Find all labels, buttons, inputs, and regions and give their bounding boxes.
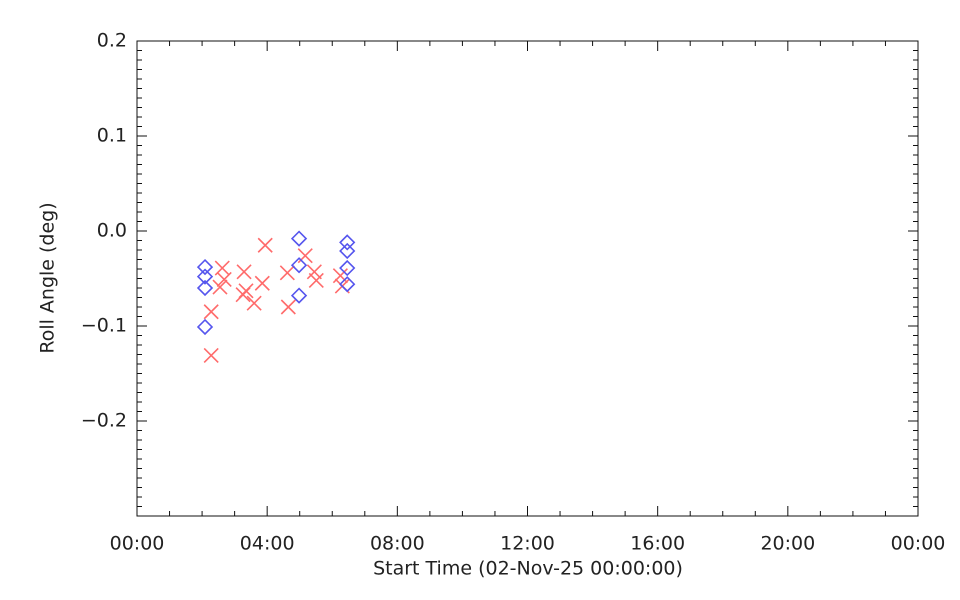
point bbox=[196, 258, 214, 276]
point bbox=[216, 271, 232, 288]
y-axis-label: Roll Angle (deg) bbox=[37, 202, 59, 353]
y-tick-label: 0.2 bbox=[97, 30, 127, 52]
x-tick-label: 04:00 bbox=[240, 533, 295, 555]
point bbox=[339, 242, 356, 260]
x-tick-label: 00:00 bbox=[110, 533, 165, 555]
y-tick-label: −0.2 bbox=[81, 410, 127, 432]
x-tick-label: 00:00 bbox=[891, 533, 946, 555]
point bbox=[290, 257, 308, 274]
point bbox=[203, 347, 219, 364]
point bbox=[279, 265, 295, 281]
y-tick-label: 0.0 bbox=[97, 220, 127, 242]
point bbox=[196, 318, 214, 336]
point bbox=[339, 234, 356, 251]
point bbox=[308, 272, 324, 288]
x-tick-label: 16:00 bbox=[630, 533, 685, 555]
plot-frame bbox=[136, 40, 919, 517]
point bbox=[306, 264, 322, 280]
point bbox=[280, 299, 296, 315]
point bbox=[203, 304, 219, 320]
point bbox=[236, 264, 252, 280]
point bbox=[246, 295, 262, 311]
point bbox=[196, 268, 214, 285]
x-tick-label: 08:00 bbox=[370, 533, 425, 555]
point bbox=[196, 279, 214, 297]
point bbox=[332, 268, 348, 284]
point bbox=[290, 230, 308, 247]
point bbox=[257, 237, 273, 253]
y-tick-label: −0.1 bbox=[81, 315, 127, 337]
point bbox=[339, 259, 356, 277]
y-tick-label: 0.1 bbox=[97, 125, 127, 147]
x-tick-label: 12:00 bbox=[500, 533, 555, 555]
point bbox=[339, 276, 356, 293]
x-tick-label: 20:00 bbox=[760, 533, 815, 555]
point bbox=[290, 287, 308, 304]
point bbox=[212, 279, 228, 295]
point bbox=[254, 275, 270, 291]
point bbox=[238, 283, 254, 299]
x-axis-label: Start Time (02-Nov-25 00:00:00) bbox=[373, 558, 683, 580]
